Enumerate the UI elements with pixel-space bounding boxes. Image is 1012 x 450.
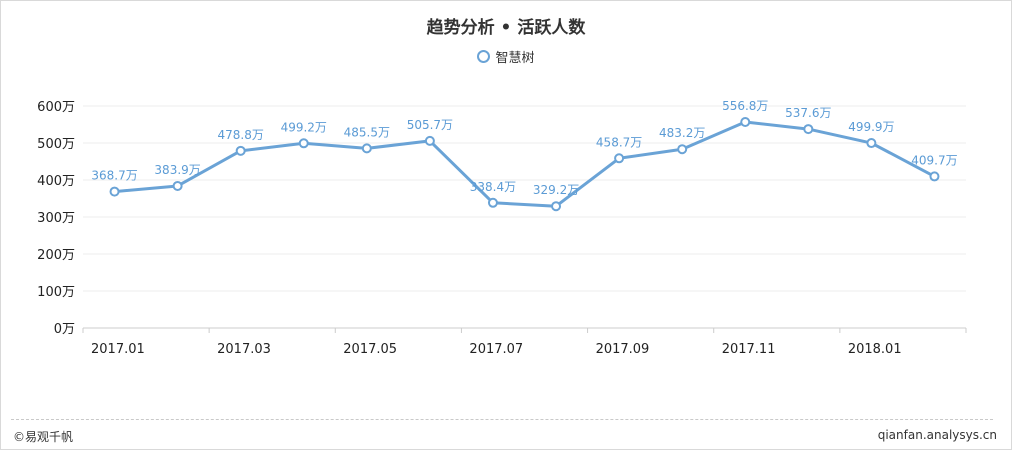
footer-domain: qianfan.analysys.cn [877,428,997,442]
data-point [803,124,814,135]
y-tick-label: 400万 [37,174,75,189]
data-label: 499.9万 [848,120,894,134]
legend[interactable]: 智慧树 [1,47,1011,66]
data-point [424,135,435,146]
data-label: 368.7万 [91,169,137,183]
data-point [929,171,940,182]
x-tick-label: 2017.01 [91,342,145,357]
y-tick-label: 300万 [37,211,75,226]
data-label: 485.5万 [344,125,390,139]
x-tick-label: 2017.09 [596,342,650,357]
data-label: 458.7万 [596,135,642,149]
x-tick-label: 2017.03 [217,342,271,357]
data-label: 499.2万 [281,120,327,134]
data-point [614,153,625,164]
y-tick-label: 500万 [37,137,75,152]
data-label: 478.8万 [217,128,263,142]
x-tick-label: 2017.07 [469,342,523,357]
data-label: 537.6万 [785,106,831,120]
data-point [235,145,246,156]
x-tick-label: 2017.11 [722,342,776,357]
y-tick-label: 200万 [37,248,75,263]
data-point [866,138,877,149]
legend-label: 智慧树 [495,51,535,66]
data-point [109,186,120,197]
data-label: 338.4万 [470,180,516,194]
data-point [740,116,751,127]
x-tick-label: 2018.01 [848,342,902,357]
data-label: 505.7万 [407,118,453,132]
y-tick-label: 600万 [37,100,75,115]
data-point [298,138,309,149]
data-point [172,180,183,191]
y-tick-label: 0万 [54,322,75,337]
footer-divider [11,419,993,420]
data-point [487,197,498,208]
data-label: 409.7万 [911,153,957,167]
data-label: 383.9万 [154,163,200,177]
legend-circle-icon [477,50,491,63]
chart-title: 趋势分析 • 活跃人数 [426,18,586,38]
data-point [551,201,562,212]
data-label: 556.8万 [722,99,768,113]
y-tick-label: 100万 [37,285,75,300]
data-label: 483.2万 [659,126,705,140]
x-tick-label: 2017.05 [343,342,397,357]
footer-copyright: ©易观千帆 [13,430,74,444]
data-label: 329.2万 [533,183,579,197]
series-line [114,120,936,208]
data-point [361,143,372,154]
data-point [677,144,688,155]
